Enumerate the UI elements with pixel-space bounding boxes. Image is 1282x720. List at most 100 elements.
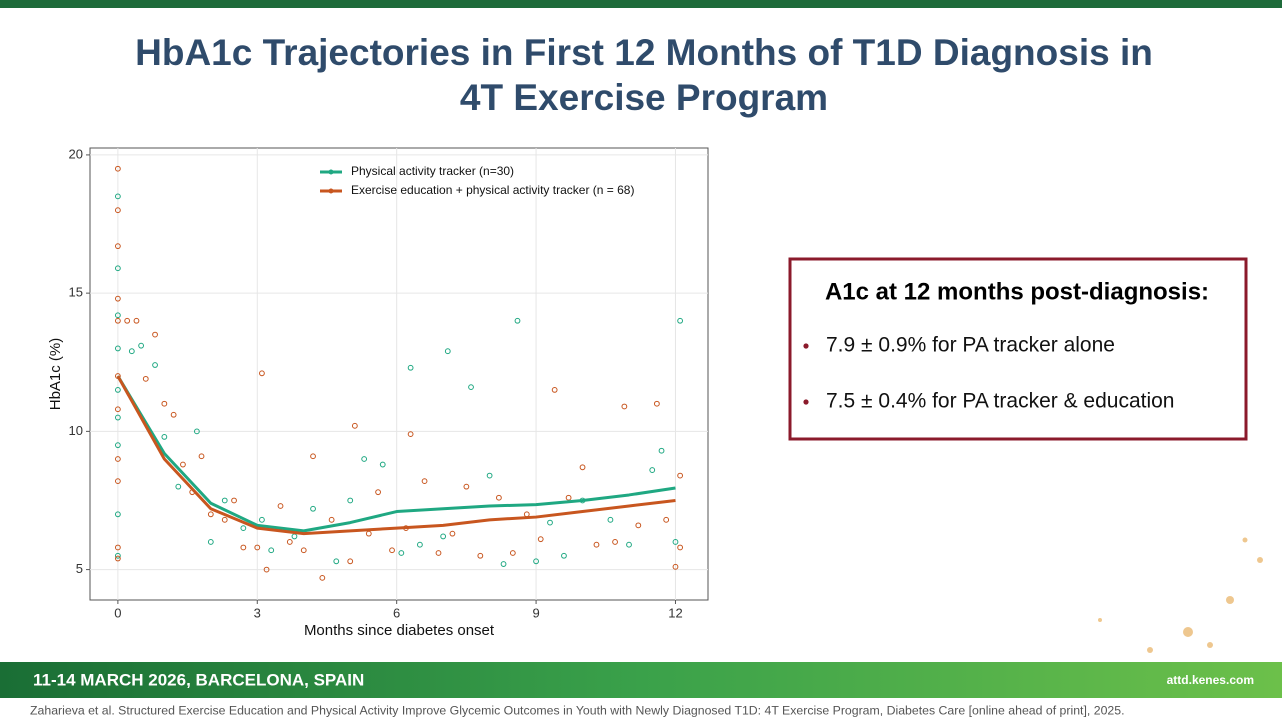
data-point (547, 519, 553, 526)
data-point (500, 561, 507, 567)
data-point (114, 317, 121, 324)
data-point (463, 483, 470, 490)
data-point (449, 530, 456, 537)
slide-title: HbA1c Trajectories in First 12 Months of… (135, 32, 1153, 73)
bullet (803, 343, 809, 349)
callout-bullet: 7.9 ± 0.9% for PA tracker alone (826, 334, 1115, 357)
data-point (161, 400, 168, 407)
footer-url: attd.kenes.com (1167, 673, 1254, 687)
data-point (375, 489, 381, 496)
footer-event: 11-14 MARCH 2026, BARCELONA, SPAIN (33, 670, 364, 689)
data-point (421, 478, 428, 485)
data-point (300, 547, 307, 554)
data-point (286, 539, 293, 545)
data-point (621, 403, 628, 410)
data-point (435, 550, 442, 556)
data-point (259, 516, 265, 523)
data-point (114, 555, 121, 562)
data-point (180, 461, 186, 468)
data-point (114, 511, 121, 518)
data-point (170, 411, 177, 418)
data-point (612, 539, 618, 545)
data-point (496, 494, 502, 501)
data-point (351, 422, 358, 429)
data-point (649, 467, 656, 473)
data-point (114, 265, 121, 272)
data-point (593, 541, 600, 548)
data-point (653, 400, 660, 407)
data-point (207, 511, 214, 518)
data-point (114, 442, 121, 449)
data-point (114, 478, 121, 485)
data-point (551, 386, 558, 393)
data-point (142, 375, 149, 382)
x-axis-label: Months since diabetes onset (304, 622, 495, 639)
legend-swatch (328, 169, 334, 175)
data-point (207, 539, 214, 545)
y-tick-label: 15 (69, 285, 83, 300)
data-point (663, 516, 670, 523)
data-point (221, 497, 228, 504)
data-point (407, 364, 414, 371)
y-tick-label: 20 (69, 146, 83, 161)
data-point (561, 552, 567, 559)
plot-area (89, 147, 709, 601)
trend-line (116, 375, 676, 533)
data-point (672, 539, 679, 545)
y-tick-label: 10 (69, 423, 83, 438)
data-point (231, 497, 237, 504)
data-point (152, 362, 158, 368)
data-point (133, 317, 140, 324)
data-point (114, 406, 121, 413)
data-point (398, 550, 405, 556)
data-point (114, 552, 121, 559)
data-point (198, 453, 205, 460)
data-point (477, 552, 484, 559)
x-tick-label: 3 (254, 605, 261, 620)
data-point (310, 453, 316, 460)
bullet (803, 399, 809, 405)
data-point (114, 386, 121, 393)
callout-box (788, 257, 1248, 441)
data-point (240, 544, 247, 551)
data-point (328, 516, 335, 523)
data-point (259, 370, 265, 377)
data-point (114, 414, 121, 421)
data-point (347, 558, 354, 565)
data-point (152, 331, 158, 338)
data-point (407, 431, 414, 438)
data-point (240, 525, 247, 532)
chart: 5 10 15 20 0 3 6 9 12 Months since diabetes onset… (47, 146, 709, 639)
footer-band (0, 662, 1282, 698)
data-point (417, 541, 423, 548)
data-point (277, 503, 284, 509)
data-point (347, 497, 354, 504)
legend-label: Physical activity tracker (n=30) (351, 164, 514, 178)
data-point (361, 456, 368, 462)
data-point (444, 348, 451, 355)
data-point (114, 243, 121, 250)
data-point (626, 541, 632, 548)
data-point (161, 433, 168, 440)
data-point (486, 472, 493, 479)
data-point (579, 464, 586, 471)
trend-line (116, 375, 676, 536)
data-point (114, 165, 121, 172)
slide-title: 4T Exercise Program (460, 77, 828, 118)
data-point (310, 505, 316, 512)
data-point (221, 516, 228, 523)
legend-swatch (328, 188, 334, 194)
x-tick-label: 6 (393, 605, 400, 620)
data-point (114, 207, 121, 214)
data-point (565, 494, 572, 501)
data-point (607, 516, 614, 523)
data-point (124, 317, 131, 324)
data-point (514, 317, 521, 324)
data-point (114, 456, 121, 462)
data-point (440, 533, 447, 540)
callout-bullet: 7.5 ± 0.4% for PA tracker & education (826, 390, 1175, 413)
data-point (114, 312, 121, 319)
data-point (677, 317, 684, 324)
data-point (193, 428, 200, 435)
data-point (658, 447, 665, 454)
